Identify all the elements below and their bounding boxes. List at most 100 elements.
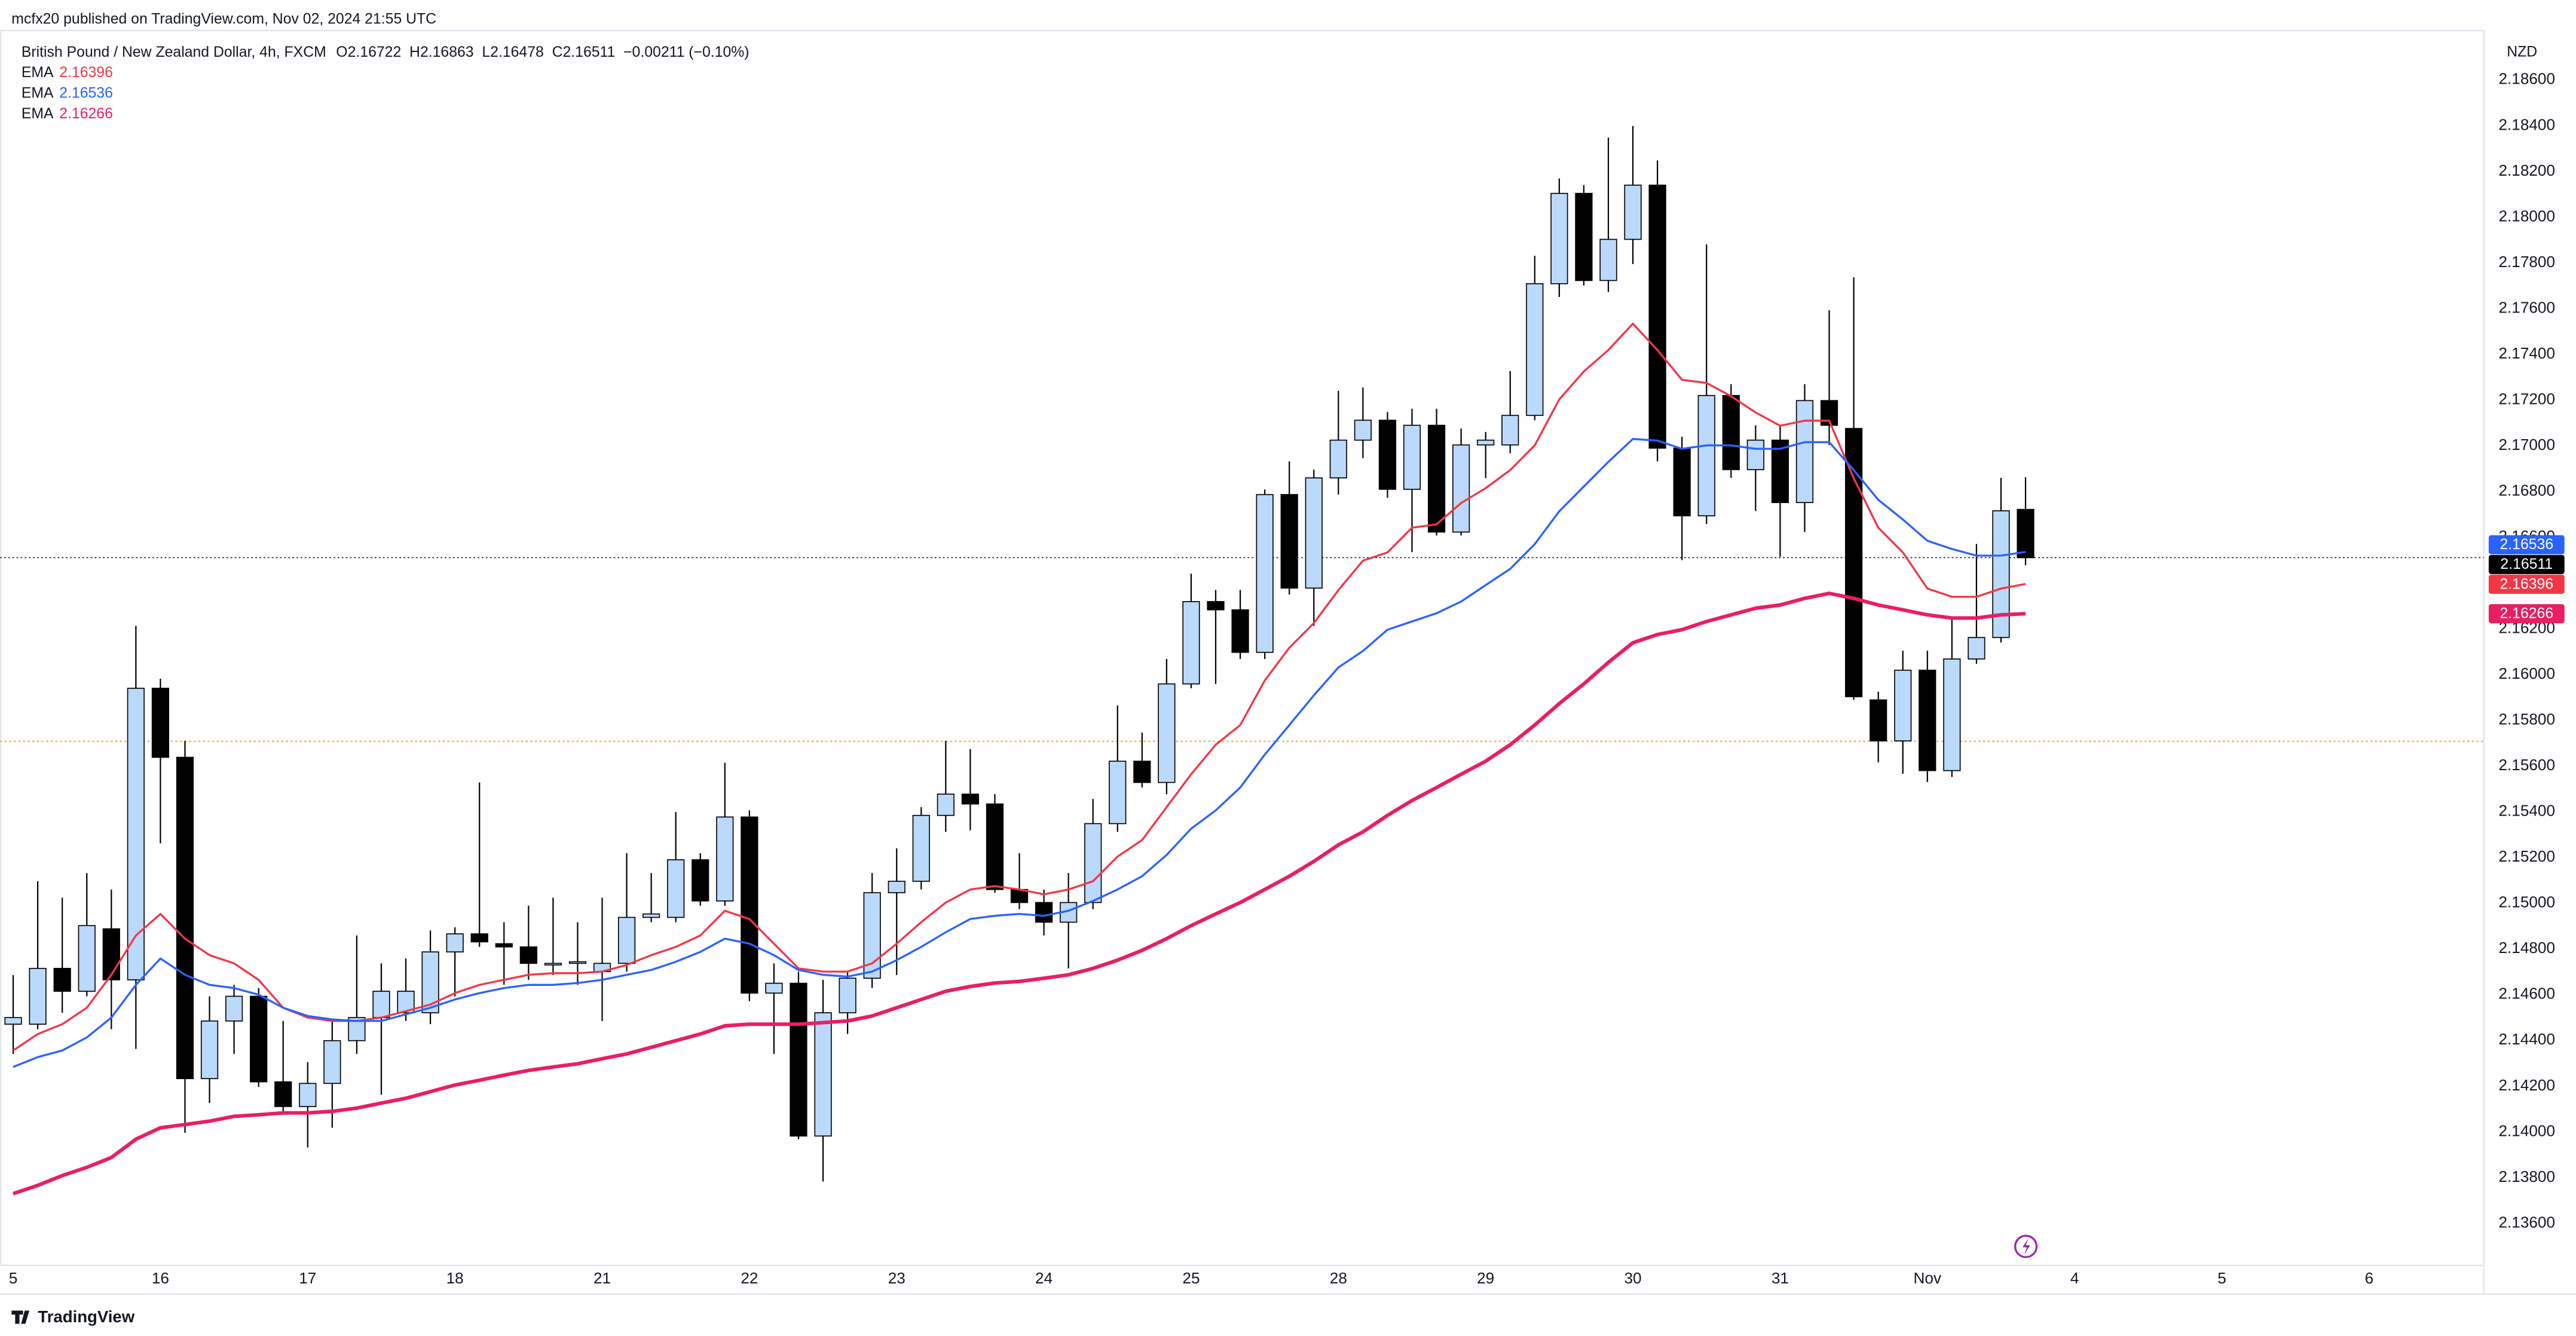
candle-body	[1256, 494, 1274, 653]
x-tick-label: 16	[152, 1269, 169, 1287]
candle-body	[1354, 419, 1372, 441]
y-tick-label: 2.16000	[2498, 664, 2555, 682]
icon-bolt	[2023, 1238, 2030, 1255]
candle-body	[1084, 823, 1102, 903]
candle-body	[4, 1017, 22, 1025]
ohlc-key: H	[409, 44, 420, 60]
y-tick-label: 2.18600	[2498, 70, 2555, 88]
candle-body	[323, 1040, 341, 1084]
candle-body	[102, 928, 120, 980]
candle-body	[78, 925, 96, 992]
candle-body	[53, 967, 71, 992]
y-tick-label: 2.15000	[2498, 893, 2555, 911]
candle-body	[1624, 185, 1642, 240]
y-tick-label: 2.17000	[2498, 436, 2555, 453]
x-tick-label: 21	[593, 1269, 611, 1287]
branding: TradingView	[38, 1307, 134, 1326]
x-tick-label: 24	[1035, 1269, 1053, 1287]
candle-body	[1550, 192, 1568, 284]
candle-body	[888, 881, 905, 893]
x-tick-label: 30	[1624, 1269, 1642, 1287]
published-note: mcfx20 published on TradingView.com, Nov…	[11, 11, 436, 27]
candle-body	[667, 859, 685, 918]
price-badge-label: 2.16536	[2499, 537, 2553, 553]
legend-name: EMA	[22, 85, 54, 102]
ema-line	[13, 592, 2026, 1196]
y-tick-label: 2.15600	[2498, 756, 2555, 774]
x-tick-label: 28	[1330, 1269, 1347, 1287]
legend-name: EMA	[22, 106, 54, 122]
candle-body	[1133, 761, 1151, 783]
candle-body	[1746, 439, 1764, 470]
x-tick-label: Nov	[1914, 1269, 1942, 1287]
x-tick-label: 5	[2217, 1269, 2226, 1287]
tv-logo	[11, 1310, 30, 1324]
candles	[4, 125, 2035, 1182]
candle-body	[470, 933, 488, 943]
legend-value: 2.16536	[59, 85, 113, 102]
y-tick-label: 2.14400	[2498, 1030, 2555, 1048]
candle-body	[1599, 238, 1617, 281]
ohlc-key: O	[336, 44, 347, 60]
candle-body	[1844, 428, 1863, 697]
candle-body	[250, 995, 268, 1083]
candle-body	[1182, 601, 1200, 685]
legend-name: EMA	[22, 65, 54, 81]
y-tick-label: 2.15400	[2498, 801, 2555, 819]
y-tick-label: 2.17200	[2498, 390, 2555, 408]
candle-body	[839, 978, 856, 1013]
candle-body	[29, 967, 47, 1025]
lightning-icon[interactable]	[2014, 1234, 2038, 1258]
candle-body	[495, 943, 513, 948]
candle-body	[519, 946, 537, 964]
y-tick-label: 2.14600	[2498, 985, 2555, 1003]
candle-body	[1771, 439, 1789, 503]
x-tick-label: 18	[446, 1269, 464, 1287]
candle-body	[617, 917, 636, 964]
candle-body	[986, 803, 1004, 890]
ohlc-value: 2.16722	[348, 44, 402, 60]
candle-body	[741, 816, 758, 994]
y-tick-label: 2.18400	[2498, 115, 2555, 133]
y-tick-label: 2.17400	[2498, 344, 2555, 362]
candle-body	[814, 1012, 832, 1137]
candle-body	[176, 756, 194, 1080]
y-tick-label: 2.16800	[2498, 482, 2555, 500]
candle-body	[1526, 283, 1544, 416]
x-tick-label: 6	[2365, 1269, 2374, 1287]
x-tick-label: 17	[299, 1269, 316, 1287]
y-tick-label: 2.17800	[2498, 253, 2555, 271]
symbol-readout: British Pound / New Zealand Dollar, 4h, …	[22, 44, 749, 60]
candle-body	[1968, 637, 1985, 660]
candle-body	[1477, 439, 1495, 446]
price-badge-label: 2.16511	[2500, 556, 2553, 572]
candle-body	[225, 995, 243, 1022]
ohlc-value: 2.16863	[420, 44, 474, 60]
symbol: British Pound / New Zealand Dollar, 4h, …	[22, 44, 326, 60]
candle-body	[544, 963, 562, 966]
x-tick-label: 5	[9, 1269, 18, 1287]
candle-body	[151, 688, 170, 758]
candle-body	[372, 991, 390, 1018]
price-badge-bg	[2488, 535, 2565, 554]
currency-label: NZD	[2507, 44, 2537, 60]
candle-body	[1673, 448, 1691, 517]
x-tick-label: 29	[1477, 1269, 1494, 1287]
y-tick-label: 2.14200	[2498, 1076, 2555, 1094]
candle-body	[765, 982, 783, 994]
candle-body	[2017, 508, 2035, 559]
candle-body	[912, 814, 930, 882]
candle-body	[1648, 185, 1666, 449]
candle-body	[1305, 477, 1323, 589]
ohlc-value: 2.16478	[490, 44, 544, 60]
candle-body	[1207, 601, 1225, 611]
y-tick-label: 2.15200	[2498, 847, 2555, 865]
price-badge-label: 2.16266	[2499, 605, 2553, 621]
candle-body	[446, 933, 464, 953]
ohlc-key: C	[552, 44, 563, 60]
candle-body	[1378, 419, 1397, 490]
x-tick-label: 23	[888, 1269, 905, 1287]
candle-body	[274, 1081, 292, 1107]
